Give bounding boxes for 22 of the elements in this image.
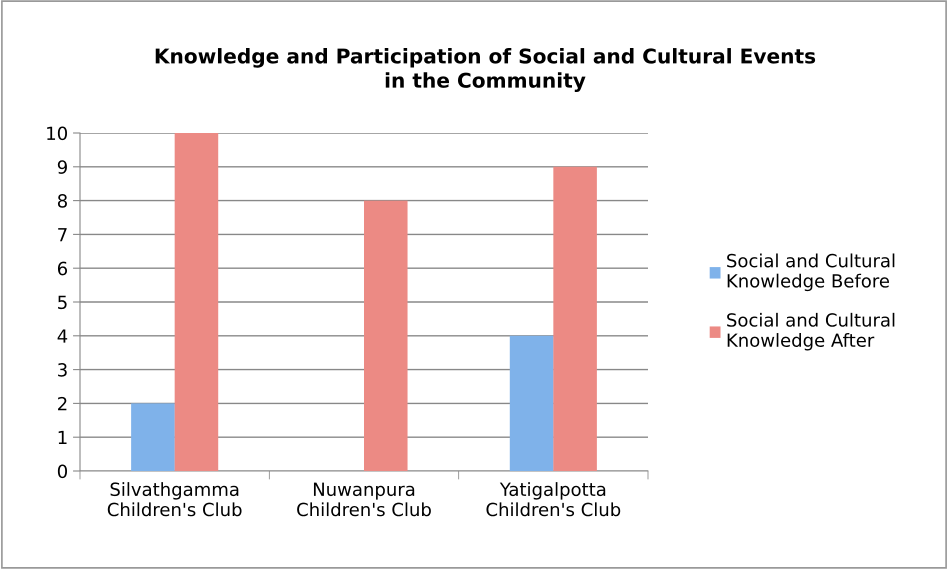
legend-label: Social and Cultural Knowledge Before [727,253,894,292]
x-tick-label: Silvathgamma Children's Club [108,482,242,516]
legend-label: Social and Cultural Knowledge After [727,312,894,351]
y-tick-label: 5 [58,296,67,310]
y-tick-label: 9 [58,160,67,174]
y-tick-label: 7 [58,228,67,242]
y-tick-label: 8 [58,194,67,208]
bar [174,133,218,471]
bar [510,336,554,471]
chart-title: Knowledge and Participation of Social and Cultural Events in the Community [156,48,816,92]
bar [364,200,408,471]
y-tick-label: 4 [58,329,68,343]
x-tick-label: Nuwanpura Children's Club [297,482,431,516]
y-tick-label: 3 [58,363,67,377]
y-tick-label: 1 [58,430,67,444]
y-tick-label: 2 [58,396,66,410]
y-tick-label: 6 [58,262,68,276]
bar [553,166,597,471]
x-tick-label: Yatigalpotta Children's Club [486,482,620,516]
y-tick-label: 10 [47,126,67,140]
bar [131,403,175,471]
y-tick-label: 0 [58,464,67,478]
